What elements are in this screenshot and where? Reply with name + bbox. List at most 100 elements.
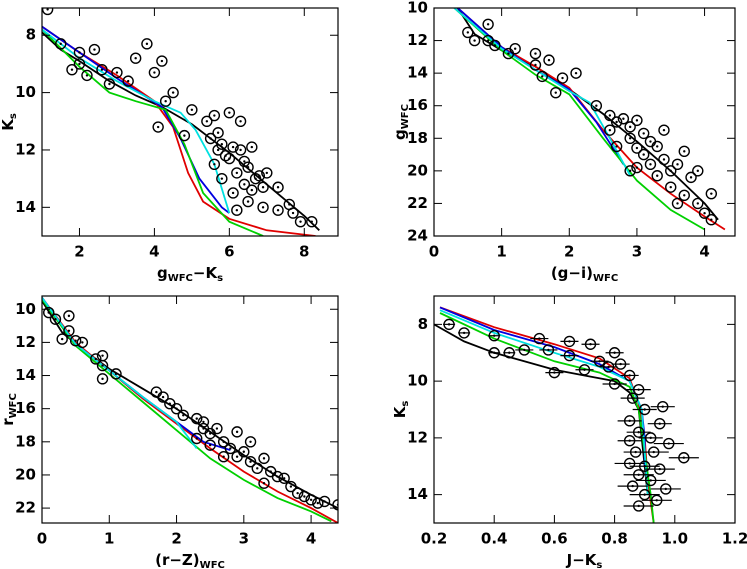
data-point — [624, 121, 636, 133]
data-point — [249, 172, 262, 185]
point-ring — [623, 457, 636, 470]
data-point — [489, 39, 501, 52]
point-ring — [63, 310, 75, 322]
data-point — [658, 124, 670, 136]
point-ring — [141, 38, 153, 50]
point-dot — [249, 440, 252, 444]
data-point — [678, 189, 690, 201]
point-ring — [645, 474, 657, 487]
point-dot — [658, 467, 661, 471]
point-ring — [608, 347, 621, 359]
point-ring — [157, 391, 169, 403]
point-ring — [231, 204, 243, 216]
point-ring — [231, 167, 243, 179]
point-ring — [639, 488, 651, 501]
point-ring — [231, 426, 243, 438]
point-dot — [108, 82, 111, 86]
point-ring — [244, 436, 257, 448]
data-point — [468, 34, 481, 47]
point-ring — [238, 446, 250, 458]
x-axis-label-part: J−K — [566, 551, 598, 569]
y-tick-label: 12 — [407, 428, 428, 446]
point-dot — [289, 485, 293, 488]
point-dot — [634, 450, 637, 454]
point-ring — [651, 494, 663, 506]
point-ring — [257, 181, 269, 193]
point-ring — [258, 452, 270, 465]
plot-area — [434, 306, 699, 523]
point-dot — [291, 211, 295, 215]
point-ring — [186, 104, 198, 116]
data-point — [631, 114, 643, 127]
point-ring — [671, 158, 684, 171]
data-point — [584, 338, 597, 350]
point-ring — [604, 109, 616, 122]
data-point — [73, 46, 86, 59]
point-dot — [649, 436, 652, 440]
data-point — [305, 494, 317, 506]
model-line — [42, 298, 332, 523]
point-ring — [632, 426, 645, 438]
x-axis-label: gWFC−Ks — [157, 264, 223, 285]
point-ring — [159, 95, 172, 107]
point-dot — [561, 76, 564, 80]
data-point — [623, 415, 636, 427]
data-point — [150, 386, 163, 398]
x-tick-label: 0 — [37, 530, 47, 548]
y-tick-label: 12 — [407, 31, 428, 49]
point-ring — [148, 66, 161, 79]
point-ring — [542, 344, 555, 356]
point-dot — [703, 212, 706, 215]
point-dot — [216, 148, 220, 152]
point-ring — [617, 113, 630, 125]
point-ring — [204, 132, 217, 145]
point-dot — [254, 177, 257, 180]
point-ring — [197, 416, 210, 428]
data-point — [578, 364, 591, 376]
data-point — [318, 495, 331, 508]
data-point — [208, 158, 221, 171]
point-dot — [643, 465, 646, 468]
y-tick-label: 10 — [15, 83, 36, 101]
data-point — [152, 121, 164, 133]
y-tick-label: 14 — [15, 198, 36, 216]
point-dot — [222, 440, 225, 444]
data-point — [631, 142, 643, 154]
point-dot — [508, 351, 511, 354]
point-dot — [261, 186, 265, 189]
y-tick-label: 18 — [407, 129, 428, 147]
point-dot — [323, 500, 326, 503]
point-ring — [272, 204, 284, 216]
point-dot — [262, 457, 266, 460]
point-ring — [294, 215, 307, 228]
data-point — [66, 63, 78, 76]
data-point — [639, 460, 651, 472]
point-dot — [568, 340, 571, 343]
x-tick-label: 0.4 — [481, 530, 508, 548]
data-point — [654, 463, 666, 475]
point-dot — [631, 484, 634, 488]
x-tick-label: 0.8 — [601, 530, 628, 548]
y-tick-label: 18 — [15, 432, 36, 450]
point-dot — [195, 437, 198, 440]
model-line — [42, 297, 198, 449]
data-point — [529, 47, 542, 60]
data-point — [660, 483, 672, 495]
data-point — [224, 442, 237, 455]
data-point — [257, 181, 269, 193]
data-point — [614, 358, 627, 370]
point-ring — [257, 201, 269, 214]
point-dot — [164, 100, 167, 103]
point-ring — [177, 409, 189, 421]
data-point — [556, 72, 569, 84]
point-dot — [126, 79, 130, 83]
data-point — [644, 158, 657, 171]
point-ring — [63, 325, 75, 337]
point-ring — [624, 165, 636, 177]
point-dot — [303, 495, 306, 498]
data-point — [227, 141, 239, 153]
data-point — [56, 333, 68, 345]
point-dot — [595, 104, 598, 107]
